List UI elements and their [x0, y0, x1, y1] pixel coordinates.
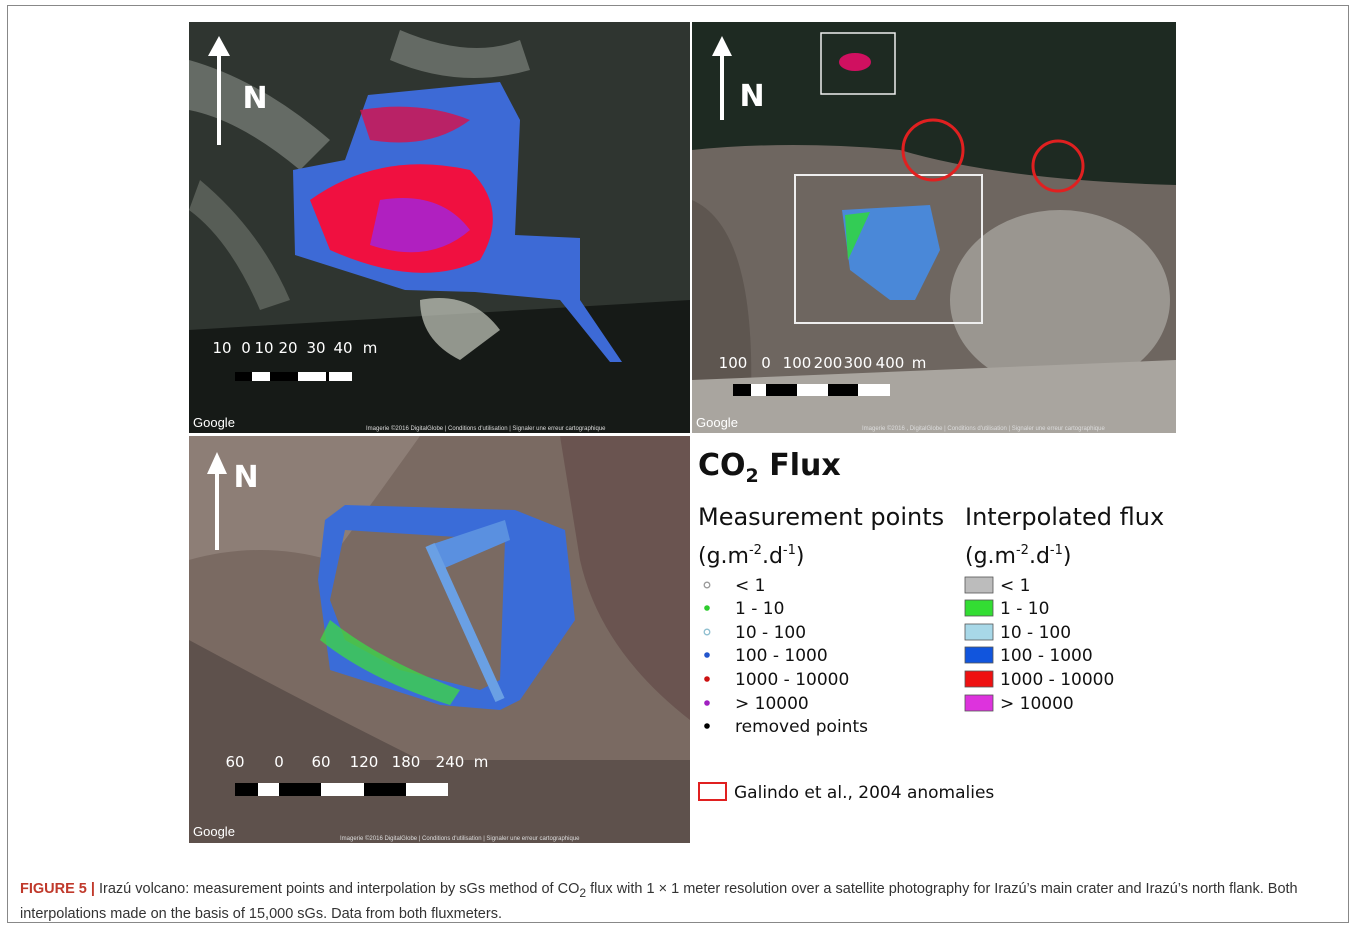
legend-marker	[704, 652, 710, 658]
legend-label: > 10000	[735, 694, 809, 714]
legend-marker	[704, 605, 710, 611]
scale-label: 0	[761, 354, 771, 372]
legend-title: CO2 Flux	[698, 448, 841, 487]
title-subscript: 2	[746, 465, 759, 487]
scale-unit: m	[474, 753, 489, 771]
unit-part: -2	[1016, 543, 1029, 558]
map-attribution: Imagerie ©2016 , DigitalGlobe | Conditio…	[862, 425, 1105, 432]
scale-label: 120	[350, 753, 379, 771]
map-credit: Google	[696, 415, 738, 430]
legend-swatch	[964, 599, 994, 617]
scale-unit: m	[363, 339, 378, 357]
figure-frame	[7, 5, 1349, 923]
legend-swatch	[964, 576, 994, 594]
legend-swatch	[964, 670, 994, 688]
legend-marker	[704, 700, 710, 706]
legend-label: 1000 - 10000	[735, 670, 849, 690]
caption-text: flux with 1 × 1 meter resolution over a …	[20, 881, 1298, 922]
unit-part: -2	[749, 543, 762, 558]
scale-label: 240	[436, 753, 465, 771]
legend-label: 100 - 1000	[735, 646, 828, 666]
legend-label: 100 - 1000	[1000, 646, 1093, 666]
scale-label: 10	[254, 339, 273, 357]
legend-marker	[704, 723, 710, 729]
legend-label: 10 - 100	[1000, 623, 1071, 643]
legend-label: < 1	[1000, 576, 1030, 596]
map-panel	[189, 22, 690, 433]
north-label: N	[739, 79, 764, 114]
scale-unit: m	[912, 354, 927, 372]
caption-label: FIGURE 5 |	[20, 881, 95, 897]
scale-label: 100	[719, 354, 748, 372]
unit-part: )	[796, 544, 805, 569]
scale-label: 40	[333, 339, 352, 357]
legend-swatch	[964, 646, 994, 664]
scale-label: 300	[844, 354, 873, 372]
legend-label: 1 - 10	[1000, 599, 1049, 619]
legend-label: < 1	[735, 576, 765, 596]
title-text: CO	[698, 448, 746, 483]
map-panel	[692, 22, 1176, 433]
figure-caption: FIGURE 5 | Irazú volcano: measurement po…	[20, 879, 1340, 925]
legend-swatch	[964, 694, 994, 712]
scale-label: 200	[814, 354, 843, 372]
unit-part: (g.m	[698, 544, 749, 569]
legend-marker	[703, 628, 711, 636]
title-text: Flux	[759, 448, 841, 483]
map-panel	[189, 436, 690, 843]
unit-part: -1	[783, 543, 796, 558]
legend-label: removed points	[735, 717, 868, 737]
map-attribution: Imagerie ©2016 DigitalGlobe | Conditions…	[366, 425, 606, 432]
scale-label: 0	[274, 753, 284, 771]
map-credit: Google	[193, 415, 235, 430]
scale-label: 100	[783, 354, 812, 372]
scale-label: 60	[225, 753, 244, 771]
map-attribution: Imagerie ©2016 DigitalGlobe | Conditions…	[340, 835, 580, 842]
legend-label: 1 - 10	[735, 599, 784, 619]
unit-label: (g.m-2.d-1)	[965, 543, 1071, 569]
legend-heading: Interpolated flux	[965, 503, 1164, 531]
unit-part: (g.m	[965, 544, 1016, 569]
map-credit: Google	[193, 824, 235, 839]
caption-subscript: 2	[579, 885, 587, 900]
legend-label: > 10000	[1000, 694, 1074, 714]
scale-label: 0	[241, 339, 251, 357]
unit-part: .d	[762, 544, 783, 569]
scale-label: 180	[392, 753, 421, 771]
scale-label: 20	[278, 339, 297, 357]
legend-heading: Measurement points	[698, 503, 944, 531]
unit-part: )	[1063, 544, 1072, 569]
unit-label: (g.m-2.d-1)	[698, 543, 804, 569]
north-label: N	[242, 81, 267, 116]
legend-swatch	[964, 623, 994, 641]
legend-label: 1000 - 10000	[1000, 670, 1114, 690]
scale-label: 10	[212, 339, 231, 357]
legend-swatch	[698, 782, 727, 801]
scale-label: 30	[306, 339, 325, 357]
legend-label: 10 - 100	[735, 623, 806, 643]
legend-marker	[704, 676, 710, 682]
unit-part: .d	[1029, 544, 1050, 569]
scale-label: 60	[311, 753, 330, 771]
legend-label: Galindo et al., 2004 anomalies	[734, 783, 994, 803]
unit-part: -1	[1050, 543, 1063, 558]
scale-label: 400	[876, 354, 905, 372]
north-label: N	[233, 460, 258, 495]
caption-text: Irazú volcano: measurement points and in…	[94, 881, 580, 897]
legend-marker	[703, 581, 711, 589]
